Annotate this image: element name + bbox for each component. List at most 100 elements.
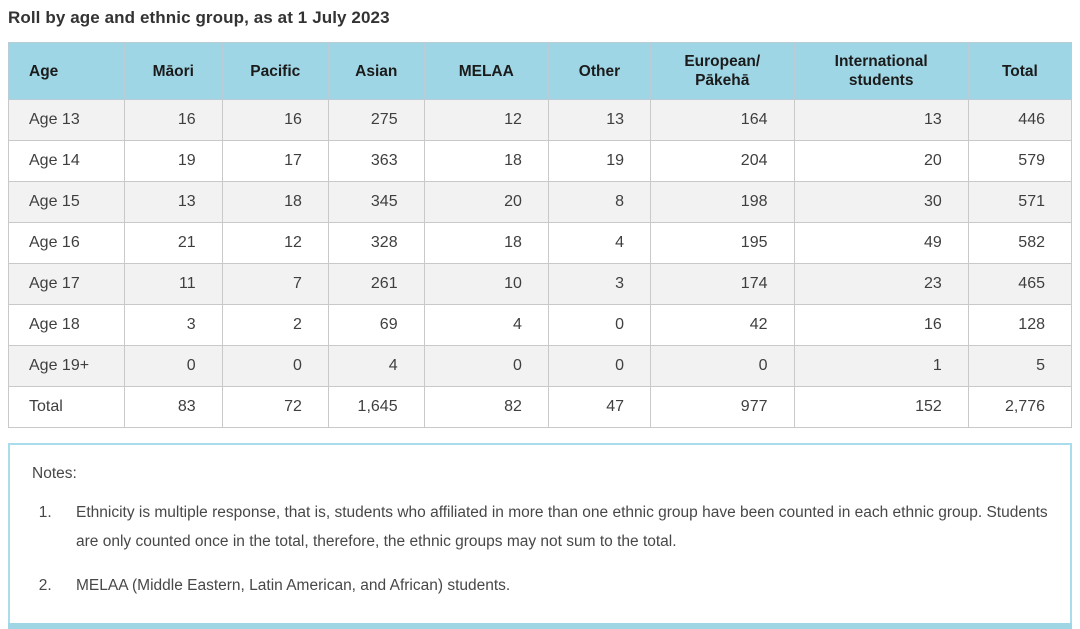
table-cell: 8 bbox=[547, 181, 652, 224]
table-cell: 0 bbox=[221, 345, 329, 388]
table-row-age-16: Age 16 21 12 328 18 4 195 49 582 bbox=[8, 222, 1073, 265]
table-header-row: Age Māori Pacific Asian MELAA Other European/ … bbox=[8, 42, 1073, 101]
table-cell: 18 bbox=[221, 181, 329, 224]
column-header-other: Other bbox=[547, 42, 652, 101]
table-cell: 2 bbox=[221, 304, 329, 347]
table-cell: 16 bbox=[123, 99, 223, 142]
table-cell: 204 bbox=[650, 140, 795, 183]
table-body: Age 13 16 16 275 12 13 164 13 446 Age 14 19 17 363 18… bbox=[8, 99, 1073, 429]
table-row-age-19: Age 19+ 0 0 4 0 0 0 1 5 bbox=[8, 345, 1073, 388]
table-cell: 328 bbox=[327, 222, 425, 265]
table-cell: 16 bbox=[221, 99, 329, 142]
table-cell: 195 bbox=[650, 222, 795, 265]
notes-label: Notes: bbox=[32, 465, 77, 483]
row-label: Age 19+ bbox=[8, 345, 125, 388]
table-cell: 42 bbox=[650, 304, 795, 347]
page: Roll by age and ethnic group, as at 1 Ju… bbox=[0, 8, 1080, 627]
table-cell: 21 bbox=[123, 222, 223, 265]
table-cell: 12 bbox=[221, 222, 329, 265]
table-cell: 1 bbox=[793, 345, 969, 388]
table-cell: 3 bbox=[123, 304, 223, 347]
table-cell: 17 bbox=[221, 140, 329, 183]
note-item-2: MELAA (Middle Eastern, Latin American, a… bbox=[56, 572, 1048, 601]
table-cell: 152 bbox=[793, 386, 969, 429]
table-cell: 13 bbox=[547, 99, 652, 142]
row-label: Age 15 bbox=[8, 181, 125, 224]
table-cell: 3 bbox=[547, 263, 652, 306]
table-cell: 13 bbox=[793, 99, 969, 142]
table-cell: 128 bbox=[967, 304, 1073, 347]
table-cell: 19 bbox=[123, 140, 223, 183]
table-cell: 49 bbox=[793, 222, 969, 265]
notes-box: Notes: Ethnicity is multiple response, t… bbox=[8, 443, 1072, 627]
table-cell: 0 bbox=[650, 345, 795, 388]
notes-list: Ethnicity is multiple response, that is,… bbox=[32, 499, 1048, 600]
table-cell: 20 bbox=[423, 181, 549, 224]
table-cell: 83 bbox=[123, 386, 223, 429]
table-cell: 20 bbox=[793, 140, 969, 183]
table-row-age-13: Age 13 16 16 275 12 13 164 13 446 bbox=[8, 99, 1073, 142]
table-cell: 0 bbox=[123, 345, 223, 388]
table-cell: 261 bbox=[327, 263, 425, 306]
table-cell: 571 bbox=[967, 181, 1073, 224]
column-header-international-students: International students bbox=[793, 42, 969, 101]
table-cell: 0 bbox=[547, 345, 652, 388]
roll-by-age-table: Age Māori Pacific Asian MELAA Other European/ … bbox=[8, 42, 1073, 429]
column-header-m-ori: Māori bbox=[123, 42, 223, 101]
table-cell: 69 bbox=[327, 304, 425, 347]
column-header-pacific: Pacific bbox=[221, 42, 329, 101]
row-label: Total bbox=[8, 386, 125, 429]
row-label: Age 14 bbox=[8, 140, 125, 183]
table-row-age-15: Age 15 13 18 345 20 8 198 30 571 bbox=[8, 181, 1073, 224]
table-row-age-17: Age 17 11 7 261 10 3 174 23 465 bbox=[8, 263, 1073, 306]
table-cell: 0 bbox=[547, 304, 652, 347]
column-header-european-p-keh: European/ Pākehā bbox=[650, 42, 795, 101]
table-cell: 4 bbox=[547, 222, 652, 265]
table-cell: 19 bbox=[547, 140, 652, 183]
table-cell: 18 bbox=[423, 140, 549, 183]
table-cell: 977 bbox=[650, 386, 795, 429]
table-cell: 4 bbox=[327, 345, 425, 388]
table-row-age-18: Age 18 3 2 69 4 0 42 16 128 bbox=[8, 304, 1073, 347]
table-cell: 0 bbox=[423, 345, 549, 388]
table-cell: 5 bbox=[967, 345, 1073, 388]
table-cell: 23 bbox=[793, 263, 969, 306]
table-cell: 275 bbox=[327, 99, 425, 142]
table-cell: 1,645 bbox=[327, 386, 425, 429]
column-header-age: Age bbox=[8, 42, 125, 101]
table-cell: 30 bbox=[793, 181, 969, 224]
table-cell: 16 bbox=[793, 304, 969, 347]
table-cell: 2,776 bbox=[967, 386, 1073, 429]
table-row-age-14: Age 14 19 17 363 18 19 204 20 579 bbox=[8, 140, 1073, 183]
row-label: Age 16 bbox=[8, 222, 125, 265]
table-cell: 582 bbox=[967, 222, 1073, 265]
column-header-total: Total bbox=[967, 42, 1073, 101]
table-cell: 47 bbox=[547, 386, 652, 429]
table-row-total: Total 83 72 1,645 82 47 977 152 2,776 bbox=[8, 386, 1073, 429]
table-cell: 164 bbox=[650, 99, 795, 142]
table-cell: 18 bbox=[423, 222, 549, 265]
note-item-1: Ethnicity is multiple response, that is,… bbox=[56, 499, 1048, 556]
row-label: Age 18 bbox=[8, 304, 125, 347]
next-section-header-strip bbox=[8, 623, 1072, 629]
table-cell: 4 bbox=[423, 304, 549, 347]
table-cell: 7 bbox=[221, 263, 329, 306]
table-cell: 82 bbox=[423, 386, 549, 429]
row-label: Age 17 bbox=[8, 263, 125, 306]
table-cell: 12 bbox=[423, 99, 549, 142]
table-cell: 363 bbox=[327, 140, 425, 183]
table-cell: 465 bbox=[967, 263, 1073, 306]
page-title: Roll by age and ethnic group, as at 1 Ju… bbox=[8, 8, 390, 27]
table-cell: 11 bbox=[123, 263, 223, 306]
table-header: Age Māori Pacific Asian MELAA Other European/ … bbox=[8, 42, 1073, 101]
column-header-melaa: MELAA bbox=[423, 42, 549, 101]
table-cell: 579 bbox=[967, 140, 1073, 183]
table-cell: 10 bbox=[423, 263, 549, 306]
table-cell: 174 bbox=[650, 263, 795, 306]
table-cell: 198 bbox=[650, 181, 795, 224]
table-cell: 72 bbox=[221, 386, 329, 429]
column-header-asian: Asian bbox=[327, 42, 425, 101]
table-cell: 446 bbox=[967, 99, 1073, 142]
table-cell: 345 bbox=[327, 181, 425, 224]
row-label: Age 13 bbox=[8, 99, 125, 142]
